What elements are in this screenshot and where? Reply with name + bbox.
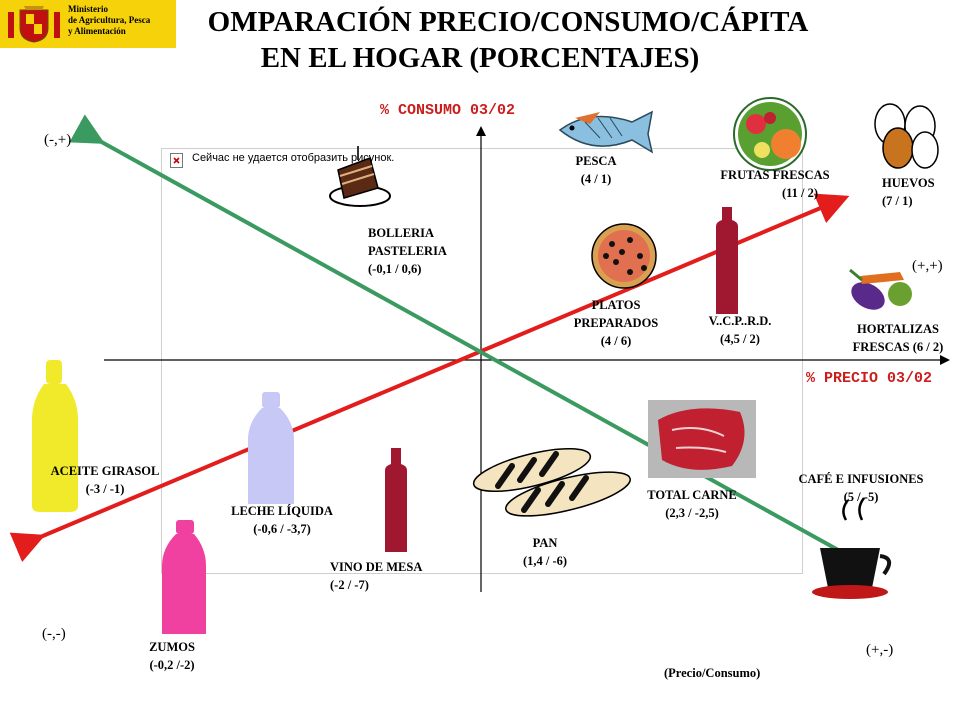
oil-bottle-icon xyxy=(32,360,78,512)
footer-note: (Precio/Consumo) xyxy=(664,666,761,680)
item-pesca: PESCA (4 / 1) xyxy=(560,152,632,188)
item-vino: VINO DE MESA (-2 / -7) xyxy=(330,558,422,594)
coat-of-arms-icon xyxy=(8,6,60,43)
vcprd-bottle-icon xyxy=(716,207,738,314)
item-huevos: HUEVOS (7 / 1) xyxy=(882,174,935,210)
item-frutas-value: (11 / 2) xyxy=(781,186,819,200)
page-title: OMPARACIÓN PRECIO/CONSUMO/CÁPITA EN EL H… xyxy=(0,4,960,76)
red-trend-arrow xyxy=(9,193,850,563)
item-hortalizas: HORTALIZAS FRESCAS (6 / 2) xyxy=(836,320,960,356)
item-cafe-value: (5 / -5) xyxy=(843,490,879,504)
item-bolleria-name-2: PASTELERIA xyxy=(368,244,447,258)
item-bolleria-name-1: BOLLERIA xyxy=(368,226,434,240)
item-zumos-value: (-0,2 /-2) xyxy=(149,658,195,672)
cake-icon xyxy=(329,146,391,207)
item-platos: PLATOS PREPARADOS (4 / 6) xyxy=(554,296,678,350)
item-aceite-value: (-3 / -1) xyxy=(85,482,125,496)
eggs-icon xyxy=(874,103,939,169)
item-cafe: CAFÉ E INFUSIONES (5 / -5) xyxy=(776,470,946,506)
fish-icon xyxy=(558,110,654,154)
green-trend-arrow xyxy=(69,114,841,553)
item-leche-name: LECHE LÍQUIDA xyxy=(231,504,333,518)
item-leche: LECHE LÍQUIDA (-0,6 / -3,7) xyxy=(204,502,360,538)
item-hortalizas-name-1: HORTALIZAS xyxy=(857,322,939,336)
item-pesca-value: (4 / 1) xyxy=(580,172,612,186)
item-frutas: FRUTAS FRESCAS (11 / 2) xyxy=(700,166,850,202)
quadrant-top-right: (+,+) xyxy=(912,258,943,274)
vegetables-icon xyxy=(849,268,912,310)
item-vcprd-value: (4,5 / 2) xyxy=(720,332,760,346)
bread-icon xyxy=(472,447,631,517)
item-pan-value: (1,4 / -6) xyxy=(522,554,568,568)
fruit-plate-icon xyxy=(733,97,807,171)
item-platos-name-2: PREPARADOS xyxy=(573,316,659,330)
item-carne: TOTAL CARNE (2,3 / -2,5) xyxy=(630,486,754,522)
meat-icon xyxy=(648,400,756,478)
y-axis-label: % CONSUMO 03/02 xyxy=(380,102,516,119)
x-axis-label: % PRECIO 03/02 xyxy=(806,370,933,387)
title-line-2: EN EL HOGAR (PORCENTAJES) xyxy=(260,42,700,74)
item-platos-name-1: PLATOS xyxy=(591,298,641,312)
item-zumos-name: ZUMOS xyxy=(149,640,195,654)
item-aceite-name: ACEITE GIRASOL xyxy=(50,464,160,478)
logo-line-2: de Agricultura, Pesca xyxy=(68,15,151,25)
item-vino-name: VINO DE MESA xyxy=(330,560,423,574)
juice-bottle-icon xyxy=(162,520,206,634)
quadrant-bottom-right: (+,-) xyxy=(866,642,894,658)
coffee-cup-icon xyxy=(812,497,892,599)
item-huevos-name: HUEVOS xyxy=(882,176,935,190)
item-aceite: ACEITE GIRASOL (-3 / -1) xyxy=(30,462,180,498)
quadrant-bottom-left: (-,-) xyxy=(42,626,66,642)
milk-bottle-icon xyxy=(248,392,294,504)
ministry-logo: Ministerio de Agricultura, Pesca y Alime… xyxy=(0,0,176,48)
item-vcprd: V..C.P..R.D. (4,5 / 2) xyxy=(690,312,790,348)
item-platos-value: (4 / 6) xyxy=(600,334,632,348)
item-cafe-name: CAFÉ E INFUSIONES xyxy=(798,472,924,486)
item-huevos-value: (7 / 1) xyxy=(882,194,913,208)
item-vcprd-name: V..C.P..R.D. xyxy=(708,314,772,328)
broken-image-icon xyxy=(170,153,183,168)
item-carne-name: TOTAL CARNE xyxy=(647,488,737,502)
logo-line-3: y Alimentación xyxy=(68,26,126,36)
item-pesca-name: PESCA xyxy=(575,154,617,168)
item-bolleria-value: (-0,1 / 0,6) xyxy=(368,262,422,276)
item-vino-value: (-2 / -7) xyxy=(330,578,369,592)
title-line-1: OMPARACIÓN PRECIO/CONSUMO/CÁPITA xyxy=(207,6,809,38)
item-leche-value: (-0,6 / -3,7) xyxy=(253,522,311,536)
item-pan-name: PAN xyxy=(532,536,558,550)
item-hortalizas-name-2: FRESCAS (6 / 2) xyxy=(852,340,944,354)
pizza-icon xyxy=(591,223,657,289)
logo-line-1: Ministerio xyxy=(68,4,108,14)
quadrant-top-left: (-,+) xyxy=(44,132,72,148)
item-bolleria: BOLLERIA PASTELERIA (-0,1 / 0,6) xyxy=(368,224,447,278)
broken-image-text: Сейчас не удается отобразить рисунок. xyxy=(192,152,395,164)
item-zumos: ZUMOS (-0,2 /-2) xyxy=(132,638,212,674)
item-pan: PAN (1,4 / -6) xyxy=(500,534,590,570)
table-wine-bottle-icon xyxy=(385,448,407,552)
item-frutas-name: FRUTAS FRESCAS xyxy=(720,168,830,182)
item-carne-value: (2,3 / -2,5) xyxy=(665,506,719,520)
